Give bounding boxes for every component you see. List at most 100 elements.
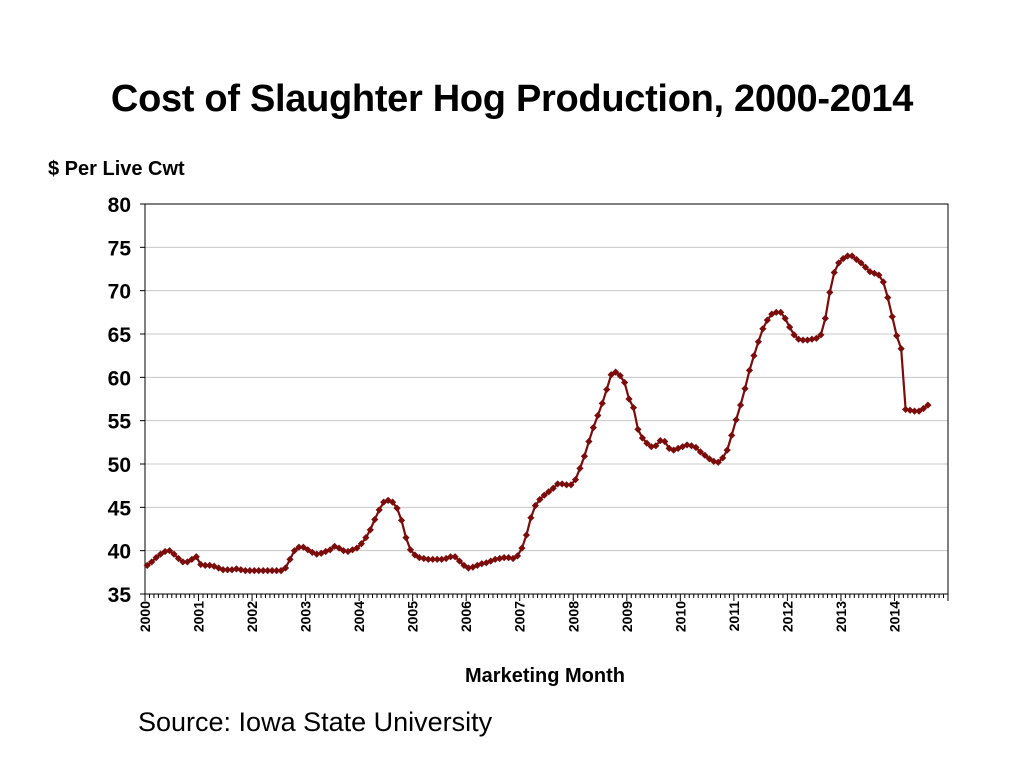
data-point: [232, 565, 241, 573]
data-point: [415, 554, 423, 562]
data-point: [580, 452, 589, 460]
data-point: [366, 526, 374, 534]
data-point: [745, 366, 754, 374]
data-point: [897, 345, 905, 353]
data-point: [460, 561, 468, 569]
data-point: [241, 567, 249, 575]
data-point: [844, 252, 852, 260]
y-axis-label: $ Per Live Cwt: [48, 158, 185, 180]
x-axis-label: Marketing Month: [465, 665, 625, 687]
data-point: [848, 252, 856, 260]
data-point: [625, 395, 633, 403]
data-point: [388, 498, 397, 506]
data-point: [536, 495, 544, 504]
data-point: [429, 555, 437, 563]
data-point: [143, 561, 151, 569]
data-point: [295, 543, 303, 551]
data-point: [290, 547, 299, 555]
data-point: [482, 559, 490, 567]
x-tick-label: 2013: [833, 601, 849, 632]
data-point: [308, 548, 316, 556]
data-point: [634, 425, 642, 433]
data-point: [326, 546, 334, 554]
x-tick-label: 2008: [565, 601, 581, 632]
data-point: [888, 313, 896, 321]
data-point: [250, 567, 258, 575]
data-point: [643, 439, 651, 447]
gridlines: [145, 246, 948, 552]
data-point: [152, 554, 160, 562]
y-tick-label: 75: [108, 237, 132, 260]
data-point: [768, 310, 776, 318]
data-point: [763, 316, 771, 324]
data-point: [317, 549, 325, 557]
data-point: [821, 314, 829, 322]
data-point: [330, 542, 339, 550]
x-tick-label: 2001: [191, 601, 207, 632]
data-point: [696, 448, 705, 456]
data-point: [496, 554, 504, 563]
data-point: [781, 314, 789, 322]
data-point: [576, 464, 584, 472]
plot-frame: [144, 203, 949, 595]
data-point: [504, 554, 513, 562]
x-tick-label: 2005: [405, 601, 421, 632]
data-point: [826, 288, 834, 296]
data-point: [562, 481, 571, 489]
data-point: [879, 278, 887, 286]
data-point: [719, 454, 727, 462]
data-point: [750, 352, 758, 360]
data-point: [620, 378, 629, 387]
data-point: [469, 563, 477, 571]
series-line: [146, 254, 929, 572]
data-point: [567, 481, 575, 489]
data-point: [264, 567, 272, 575]
y-tick-label: 50: [108, 454, 131, 477]
data-point: [558, 480, 566, 488]
data-point: [527, 514, 535, 522]
data-point: [322, 547, 330, 556]
data-point: [924, 401, 932, 409]
x-tick-label: 2011: [726, 601, 742, 632]
data-point: [616, 372, 624, 380]
data-point: [857, 259, 865, 267]
data-point: [335, 544, 343, 552]
data-point: [817, 331, 825, 339]
data-point: [598, 399, 606, 407]
data-point: [861, 263, 870, 271]
data-point: [665, 444, 673, 452]
data-point: [549, 484, 557, 492]
data-point: [201, 561, 209, 569]
data-point: [362, 534, 370, 542]
data-point: [723, 446, 731, 454]
data-point: [304, 546, 312, 554]
data-point: [446, 553, 455, 561]
data-point: [652, 442, 660, 450]
data-point: [406, 546, 415, 554]
x-tick-label: 2006: [458, 601, 474, 632]
data-point: [545, 488, 553, 496]
data-point: [554, 480, 562, 488]
y-tick-label: 60: [108, 367, 131, 390]
data-point: [424, 555, 432, 563]
data-point: [893, 332, 901, 340]
data-point: [170, 550, 178, 558]
data-point: [852, 255, 861, 264]
data-point: [919, 404, 928, 413]
x-tick-label: 2009: [619, 601, 635, 632]
x-axis-ticks: 2000 2001 2002 2003 2004 2005 2006 2007 2008 2009…: [137, 594, 949, 632]
y-tick-label: 70: [108, 281, 131, 304]
y-tick-label: 65: [108, 324, 132, 347]
data-point: [148, 558, 156, 566]
data-point: [736, 401, 745, 409]
data-point: [714, 458, 722, 466]
data-point: [286, 555, 294, 563]
data-point: [594, 411, 602, 420]
data-point: [183, 558, 191, 566]
data-point: [513, 552, 522, 560]
data-point: [835, 259, 843, 267]
data-point: [674, 444, 682, 452]
data-point: [375, 506, 383, 514]
data-point: [219, 566, 227, 574]
data-point: [732, 416, 740, 424]
